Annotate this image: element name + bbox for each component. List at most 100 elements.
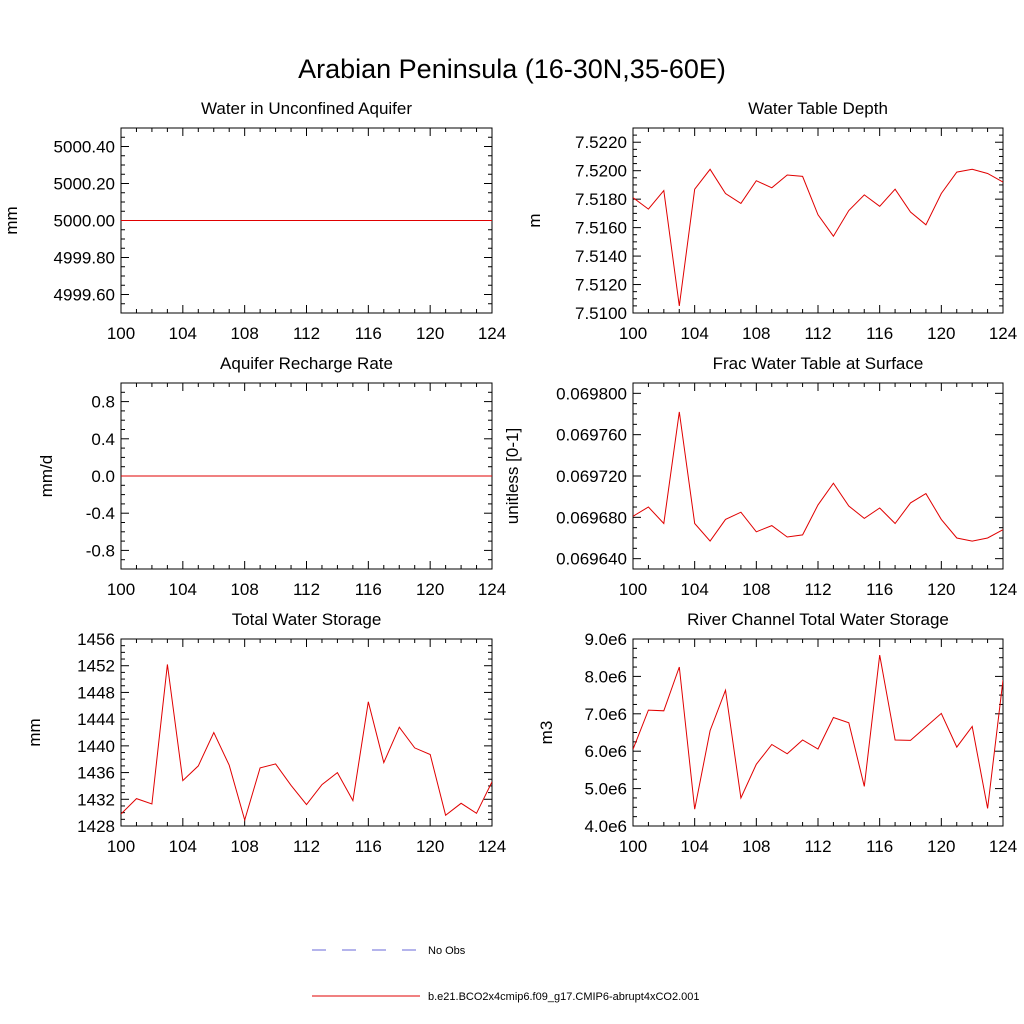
x-tick-label: 116 [355,580,382,599]
panel-title: Aquifer Recharge Rate [220,354,393,373]
x-tick-label: 116 [866,837,893,856]
panel-4: Total Water Storage mm 100 104 108 112 116 120 1… [25,610,506,856]
x-tick-label: 108 [230,580,258,599]
y-tick-label: 1452 [77,657,115,676]
x-tick-label: 124 [989,324,1017,343]
x-tick-label: 112 [804,837,831,856]
y-axis-label: mm/d [37,455,56,498]
y-tick-label: 0.8 [91,393,115,412]
y-tick-label: 5000.40 [54,138,115,157]
x-tick-label: 112 [804,324,831,343]
panel-3: Frac Water Table at Surface unitless [0-1… [503,354,1017,599]
y-tick-label: 5000.00 [54,212,115,231]
y-tick-label: 0.4 [91,430,115,449]
panel-title: Water Table Depth [748,99,888,118]
x-tick-label: 112 [804,580,831,599]
y-tick-label: 7.5220 [575,133,627,152]
y-tick-label: 7.5140 [575,247,627,266]
x-tick-label: 104 [680,580,708,599]
y-tick-label: 0.0 [91,467,115,486]
x-tick-label: 100 [619,837,647,856]
y-tick-label: 1436 [77,764,115,783]
series-line-0 [633,168,1003,306]
y-tick-label: 1448 [77,683,115,702]
x-tick-label: 116 [355,324,382,343]
x-tick-label: 120 [927,580,955,599]
y-tick-label: 1440 [77,737,115,756]
x-tick-label: 108 [230,837,258,856]
panel-2: Aquifer Recharge Rate mm/d 100 104 108 112 116… [37,354,506,599]
x-tick-label: 112 [293,837,320,856]
figure-title: Arabian Peninsula (16-30N,35-60E) [298,54,726,84]
y-tick-label: 9.0e6 [584,630,627,649]
x-tick-label: 124 [478,580,506,599]
x-tick-label: 120 [927,324,955,343]
x-tick-label: 104 [680,324,708,343]
x-tick-label: 120 [416,580,444,599]
x-tick-label: 112 [293,580,320,599]
y-tick-label: 1456 [77,630,115,649]
series-line-0 [121,664,492,822]
panel-title: River Channel Total Water Storage [687,610,949,629]
x-tick-label: 124 [989,580,1017,599]
x-tick-label: 116 [866,324,893,343]
x-tick-label: 116 [355,837,382,856]
y-tick-label: 4999.60 [54,286,115,305]
x-tick-label: 120 [416,837,444,856]
x-tick-label: 120 [416,324,444,343]
y-tick-label: 0.069720 [556,467,627,486]
series-line-0 [633,411,1003,542]
plot-frame [632,127,1004,314]
y-tick-label: -0.4 [86,504,115,523]
x-tick-label: 112 [293,324,320,343]
x-tick-label: 108 [742,324,770,343]
x-tick-label: 108 [742,580,770,599]
plot-frame [632,638,1004,827]
x-tick-label: 104 [169,324,197,343]
x-tick-label: 108 [742,837,770,856]
x-tick-label: 120 [927,837,955,856]
y-axis-label: mm [25,718,44,746]
y-tick-label: 7.5120 [575,276,627,295]
y-tick-label: 7.5160 [575,219,627,238]
panel-title: Water in Unconfined Aquifer [201,99,412,118]
y-tick-label: 0.069640 [556,550,627,569]
x-tick-label: 100 [619,324,647,343]
legend-label-model: b.e21.BCO2x4cmip6.f09_g17.CMIP6-abrupt4x… [428,991,700,1003]
y-axis-label: unitless [0-1] [503,428,522,524]
y-axis-label: m [525,213,544,227]
x-tick-label: 104 [169,580,197,599]
y-tick-label: 4.0e6 [584,817,627,836]
series-line-0 [633,655,1003,810]
x-tick-label: 104 [680,837,708,856]
x-tick-label: 100 [107,580,135,599]
x-tick-label: 124 [989,837,1017,856]
x-tick-label: 124 [478,324,506,343]
x-tick-label: 100 [619,580,647,599]
y-tick-label: 7.5200 [575,162,627,181]
y-tick-label: 4999.80 [54,249,115,268]
panel-1: Water Table Depth m 100 104 108 112 116 120 124 7… [525,99,1017,343]
y-tick-label: 1444 [77,710,115,729]
panel-0: Water in Unconfined Aquifer mm 100 104 108 11… [2,99,506,343]
y-tick-label: 0.069800 [556,384,627,403]
x-tick-label: 116 [866,580,893,599]
chart-panels: Water in Unconfined Aquifer mm 100 104 108 11… [2,99,1017,856]
y-tick-label: 5000.20 [54,175,115,194]
legend: No Obs b.e21.BCO2x4cmip6.f09_g17.CMIP6-a… [312,945,700,1003]
x-tick-label: 100 [107,837,135,856]
panel-title: Frac Water Table at Surface [713,354,924,373]
x-tick-label: 104 [169,837,197,856]
y-tick-label: 1432 [77,790,115,809]
y-axis-label: mm [2,206,21,234]
y-tick-label: 7.5100 [575,304,627,323]
x-tick-label: 108 [230,324,258,343]
legend-label-no-obs: No Obs [428,945,466,957]
y-tick-label: 0.069760 [556,426,627,445]
y-tick-label: 1428 [77,817,115,836]
y-tick-label: 5.0e6 [584,780,627,799]
y-axis-label: m3 [537,721,556,745]
panel-title: Total Water Storage [232,610,382,629]
y-tick-label: 8.0e6 [584,667,627,686]
